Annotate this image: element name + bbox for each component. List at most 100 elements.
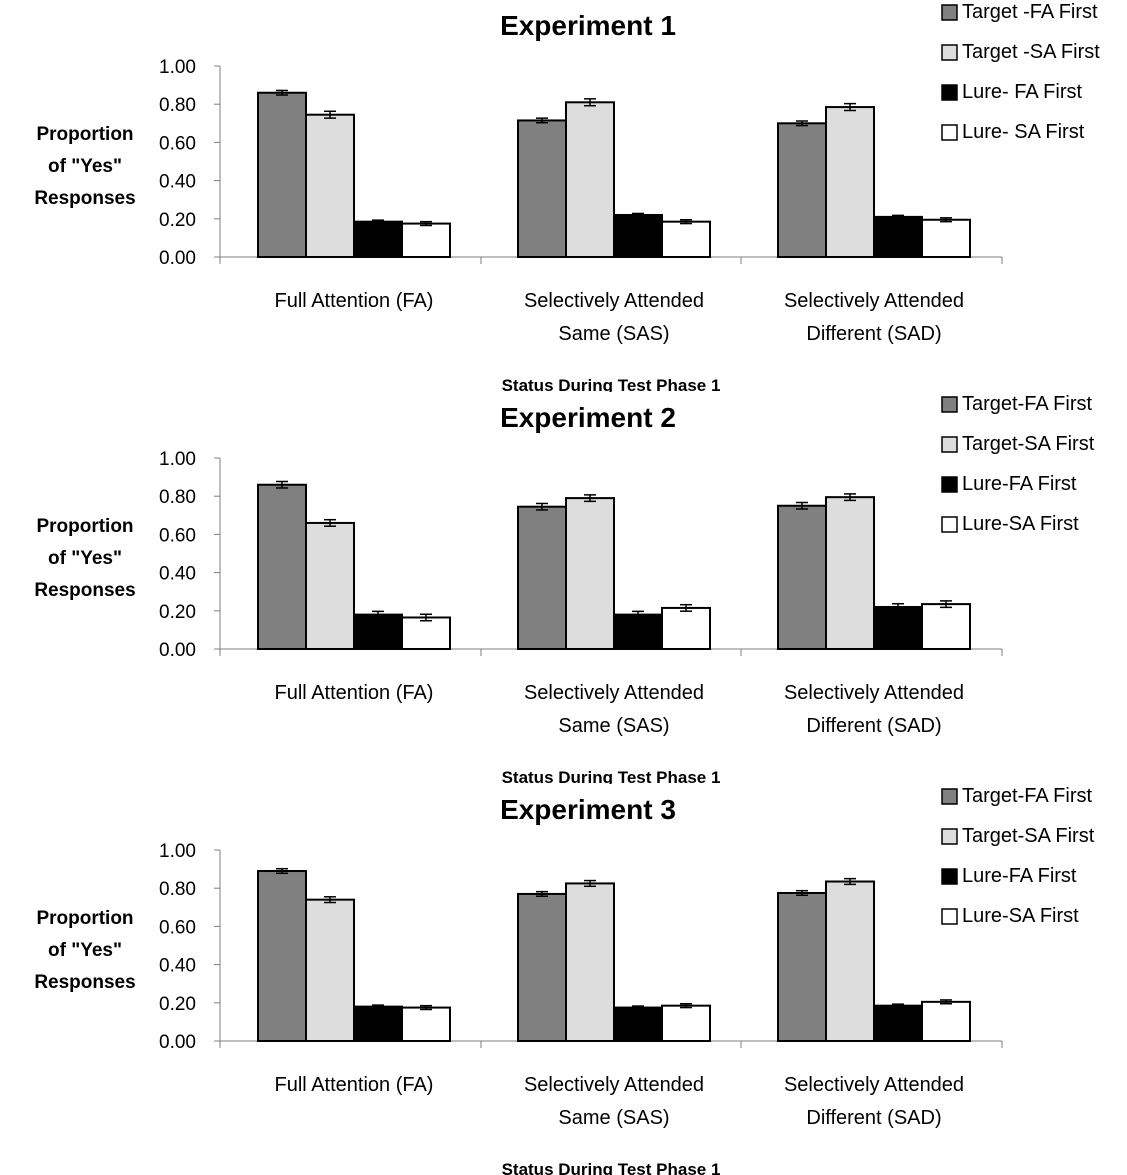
y-tick-label: 0.00	[159, 1032, 196, 1053]
category-label: Selectively Attended	[784, 290, 964, 312]
y-tick-label: 0.80	[159, 879, 196, 900]
legend-label: Target -SA First	[962, 41, 1100, 63]
legend-swatch	[941, 868, 958, 885]
legend-label: Target-SA First	[962, 825, 1095, 847]
x-axis-label: Status During Test Phase 1	[502, 1160, 721, 1175]
bar	[613, 1006, 663, 1042]
bar	[873, 1004, 923, 1042]
y-axis-label: Proportion	[36, 124, 133, 145]
legend-swatch	[941, 396, 958, 413]
legend-swatch	[941, 788, 958, 805]
bar	[921, 218, 971, 259]
bar	[565, 882, 615, 1042]
bar	[825, 106, 875, 258]
y-tick-label: 0.40	[159, 956, 196, 977]
y-tick-label: 1.00	[159, 449, 196, 470]
bar	[305, 521, 355, 650]
category-label: Same (SAS)	[558, 323, 669, 345]
bar	[661, 220, 711, 258]
bar	[661, 606, 711, 650]
y-axis-label: Proportion	[36, 908, 133, 929]
legend-swatch	[941, 828, 958, 845]
category-label: Selectively Attended	[784, 682, 964, 704]
category-label: Different (SAD)	[806, 715, 941, 737]
bar	[401, 1006, 451, 1042]
y-axis-label: of "Yes"	[48, 940, 122, 961]
bar	[825, 496, 875, 650]
legend-swatch	[941, 516, 958, 533]
y-tick-label: 0.20	[159, 210, 196, 231]
bar	[777, 122, 827, 258]
bar	[257, 91, 307, 258]
legend-label: Lure-SA First	[962, 905, 1079, 927]
category-label: Full Attention (FA)	[275, 682, 434, 704]
chart-title: Experiment 3	[500, 794, 676, 825]
bar	[661, 1004, 711, 1042]
bar	[825, 880, 875, 1042]
bar	[921, 1000, 971, 1042]
legend-label: Lure-FA First	[962, 865, 1077, 887]
bar	[873, 605, 923, 650]
experiment-1-chart: Experiment 1 0.00 0.20 0.40 0.60 0.80 1.00 Prop…	[34, 1, 1100, 392]
bar	[257, 483, 307, 650]
x-axis-label: Status During Test Phase 1	[502, 768, 721, 784]
bar	[305, 113, 355, 258]
legend-label: Lure- SA First	[962, 121, 1085, 143]
bar	[565, 101, 615, 259]
y-tick-label: 0.00	[159, 248, 196, 269]
legend-label: Target-SA First	[962, 433, 1095, 455]
legend-swatch	[941, 908, 958, 925]
category-label: Full Attention (FA)	[275, 290, 434, 312]
category-label: Selectively Attended	[524, 290, 704, 312]
x-axis-label: Status During Test Phase 1	[502, 376, 721, 392]
legend-label: Target -FA First	[962, 1, 1098, 23]
category-label: Selectively Attended	[524, 682, 704, 704]
category-label: Different (SAD)	[806, 1107, 941, 1129]
bar	[353, 220, 403, 258]
y-tick-label: 0.40	[159, 172, 196, 193]
bar	[257, 870, 307, 1043]
bar	[613, 613, 663, 650]
bar	[517, 505, 567, 650]
legend-swatch	[941, 4, 958, 21]
bar	[777, 891, 827, 1042]
y-axis-label: Responses	[34, 188, 135, 209]
y-tick-label: 0.60	[159, 133, 196, 154]
chart-title: Experiment 1	[500, 10, 676, 41]
bar	[777, 504, 827, 650]
bar	[873, 215, 923, 258]
legend-swatch	[941, 436, 958, 453]
category-label: Different (SAD)	[806, 323, 941, 345]
legend-swatch	[941, 44, 958, 61]
y-tick-label: 0.40	[159, 564, 196, 585]
legend-swatch	[941, 476, 958, 493]
y-axis-label: Proportion	[36, 516, 133, 537]
y-tick-label: 0.60	[159, 917, 196, 938]
y-tick-label: 0.80	[159, 95, 196, 116]
y-axis-label: Responses	[34, 972, 135, 993]
bar	[565, 497, 615, 650]
y-tick-label: 0.60	[159, 525, 196, 546]
bar	[401, 222, 451, 258]
legend-label: Lure-SA First	[962, 513, 1079, 535]
y-tick-label: 0.20	[159, 994, 196, 1015]
legend-label: Lure- FA First	[962, 81, 1082, 103]
y-tick-label: 1.00	[159, 57, 196, 78]
y-tick-label: 0.80	[159, 487, 196, 508]
category-label: Same (SAS)	[558, 715, 669, 737]
bar	[401, 616, 451, 650]
legend-label: Target-FA First	[962, 393, 1092, 415]
legend-swatch	[941, 84, 958, 101]
chart-title: Experiment 2	[500, 402, 676, 433]
bar	[305, 898, 355, 1042]
experiment-2-chart: Experiment 2 0.00 0.20 0.40 0.60 0.80 1.00 Prop…	[34, 393, 1095, 784]
category-label: Same (SAS)	[558, 1107, 669, 1129]
y-axis-label: Responses	[34, 580, 135, 601]
legend-swatch	[941, 124, 958, 141]
bar	[517, 892, 567, 1043]
bar	[613, 213, 663, 258]
legend-label: Lure-FA First	[962, 473, 1077, 495]
bar	[517, 119, 567, 258]
y-tick-label: 0.00	[159, 640, 196, 661]
category-label: Selectively Attended	[784, 1074, 964, 1096]
